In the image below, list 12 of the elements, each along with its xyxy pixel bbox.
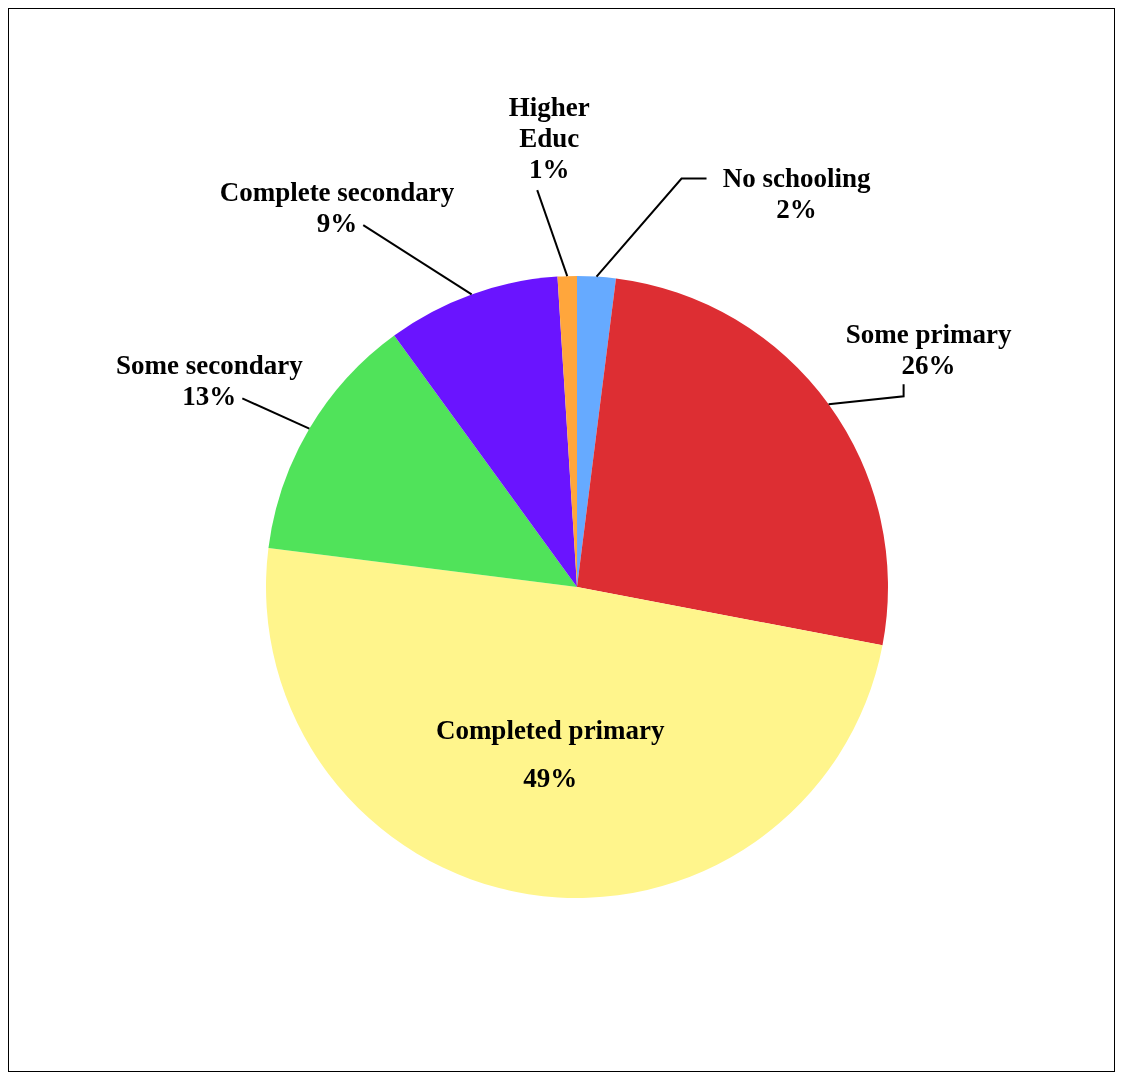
data-label: 1% — [528, 153, 570, 184]
slice-label: Completed primary — [435, 714, 666, 745]
slice-label: Complete secondary — [219, 177, 455, 208]
slice-label: Higher Educ — [508, 91, 590, 153]
data-label: 26% — [901, 349, 956, 380]
slice-label: Some secondary — [115, 350, 304, 381]
data-label: 9% — [316, 208, 358, 239]
data-label: 49% — [523, 762, 578, 793]
slice-label: No schooling — [722, 163, 871, 194]
slice-label: Some primary — [845, 318, 1012, 349]
data-label: 2% — [776, 194, 817, 225]
data-label: 13% — [182, 381, 237, 412]
